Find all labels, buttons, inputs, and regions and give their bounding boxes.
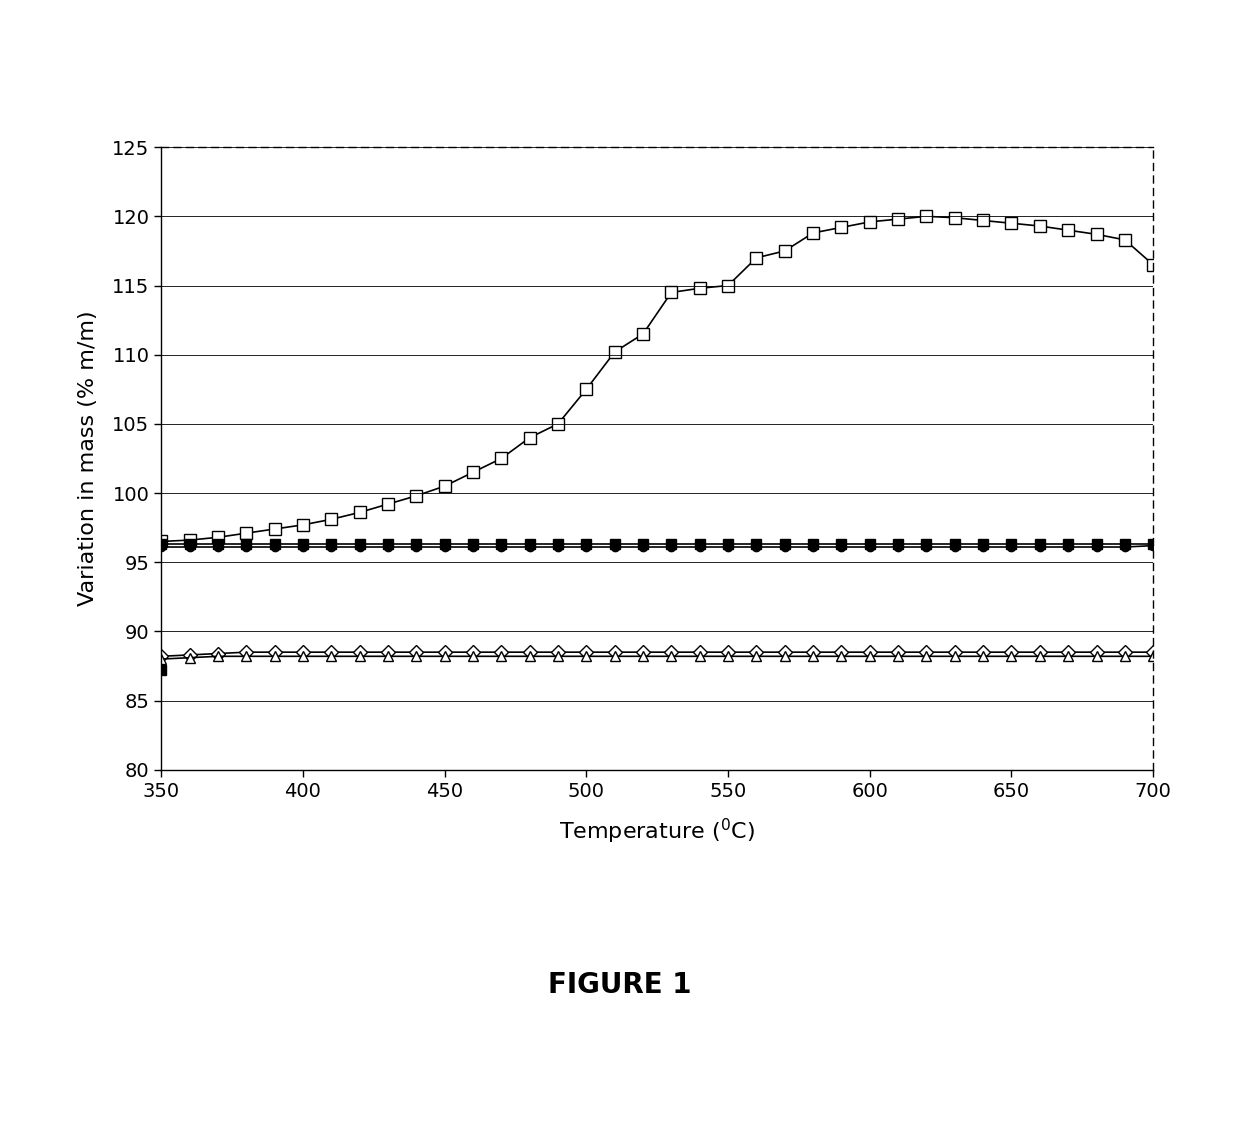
Text: FIGURE 1: FIGURE 1 — [548, 971, 692, 998]
X-axis label: Temperature ($^0$C): Temperature ($^0$C) — [559, 817, 755, 847]
Y-axis label: Variation in mass (% m/m): Variation in mass (% m/m) — [78, 310, 98, 607]
